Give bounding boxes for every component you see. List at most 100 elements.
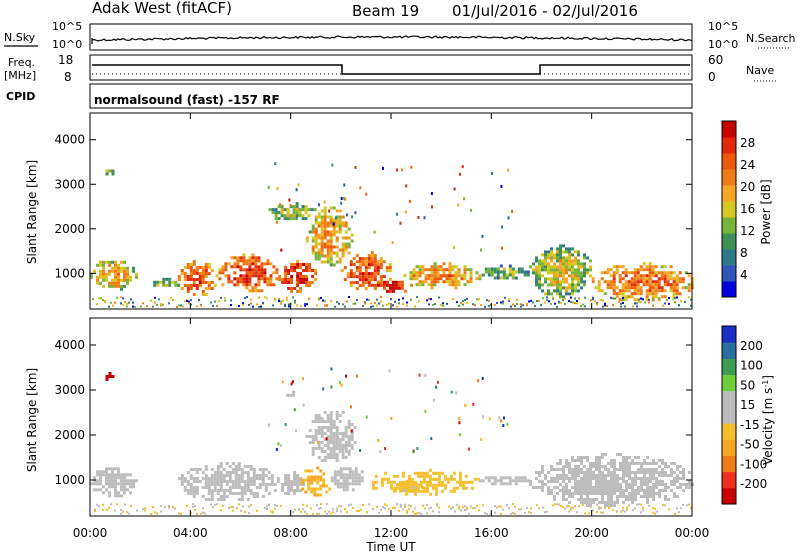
scatter-cell — [320, 417, 324, 420]
scatter-cell — [672, 286, 676, 290]
scatter-cell — [242, 505, 244, 508]
scatter-cell — [511, 209, 514, 213]
scatter-cell — [335, 245, 339, 249]
scatter-cell — [589, 504, 592, 507]
scatter-cell — [510, 512, 512, 515]
scatter-cell — [652, 477, 655, 480]
scatter-cell — [547, 253, 550, 257]
scatter-cell — [388, 263, 392, 267]
scatter-cell — [512, 503, 514, 505]
scatter-cell — [192, 293, 196, 296]
scatter-cell — [90, 275, 93, 279]
scatter-cell — [547, 489, 550, 492]
scatter-cell — [594, 286, 598, 290]
scatter-cell — [264, 486, 268, 489]
scatter-cell — [657, 277, 661, 281]
scatter-cell — [350, 432, 354, 435]
scatter-cell — [390, 416, 393, 420]
scatter-cell — [655, 480, 658, 483]
scatter-cell — [336, 301, 338, 303]
scatter-cell — [675, 280, 679, 284]
scatter-cell — [562, 274, 565, 278]
scatter-cell — [216, 468, 220, 471]
scatter-cell — [419, 489, 423, 493]
scatter-cell — [571, 471, 574, 474]
scatter-cell — [486, 512, 488, 515]
scatter-cell — [643, 459, 646, 462]
scatter-cell — [340, 197, 343, 201]
scatter-cell — [627, 271, 631, 275]
scatter-cell — [296, 474, 300, 477]
scatter-cell — [246, 489, 250, 492]
scatter-cell — [204, 474, 208, 477]
scatter-cell — [577, 277, 580, 281]
scatter-cell — [449, 477, 453, 481]
scatter-cell — [574, 468, 577, 471]
scatter-cell — [568, 283, 571, 287]
scatter-cell — [204, 468, 208, 471]
scatter-cell — [310, 487, 314, 491]
scatter-cell — [126, 269, 129, 273]
scatter-cell — [535, 277, 538, 281]
scatter-cell — [565, 250, 568, 254]
scatter-cell — [180, 272, 184, 275]
scatter-cell — [326, 303, 328, 306]
scatter-cell — [408, 199, 411, 203]
scatter-cell — [577, 498, 580, 501]
scatter-cell — [257, 274, 261, 278]
scatter-cell — [284, 303, 286, 306]
scatter-cell — [168, 302, 170, 305]
scatter-cell — [559, 250, 562, 254]
scatter-cell — [523, 270, 527, 274]
scatter-cell — [422, 486, 426, 490]
scatter-cell — [580, 477, 583, 480]
scatter-cell — [189, 489, 193, 492]
scatter-cell — [598, 474, 601, 477]
scatter-cell — [264, 506, 266, 509]
scatter-cell — [682, 471, 685, 474]
scatter-cell — [638, 301, 640, 303]
scatter-cell — [401, 168, 404, 172]
scatter-cell — [320, 435, 324, 438]
scatter-cell — [598, 456, 601, 459]
scatter-cell — [228, 474, 232, 477]
scatter-cell — [196, 512, 198, 515]
scatter-cell — [365, 415, 368, 419]
scatter-cell — [240, 477, 244, 480]
scatter-cell — [580, 456, 583, 459]
scatter-cell — [622, 489, 625, 492]
scatter-cell — [544, 301, 546, 304]
scatter-cell — [225, 489, 229, 492]
scatter-cell — [621, 298, 625, 302]
scatter-cell — [320, 209, 324, 213]
scatter-cell — [236, 280, 240, 284]
scatter-cell — [674, 301, 676, 304]
scatter-cell — [314, 227, 318, 231]
scatter-cell — [371, 483, 375, 487]
scatter-cell — [165, 277, 169, 281]
scatter-cell — [663, 274, 667, 278]
scatter-cell — [290, 382, 293, 386]
scatter-cell — [132, 485, 135, 489]
scatter-cell — [616, 480, 619, 483]
scatter-cell — [260, 277, 264, 281]
scatter-cell — [297, 183, 300, 187]
scatter-cell — [496, 506, 498, 509]
scatter-cell — [293, 266, 297, 269]
scatter-cell — [293, 408, 296, 412]
scatter-cell — [568, 468, 571, 471]
scatter-cell — [568, 286, 571, 290]
scatter-cell — [222, 495, 226, 498]
scatter-cell — [371, 480, 375, 484]
scatter-cell — [568, 265, 571, 269]
scatter-cell — [505, 482, 509, 486]
scatter-cell — [622, 471, 625, 474]
scatter-cell — [684, 286, 688, 290]
scatter-cell — [633, 283, 637, 287]
scatter-cell — [329, 423, 333, 426]
scatter-cell — [312, 512, 314, 515]
scatter-cell — [538, 486, 541, 489]
scatter-cell — [123, 488, 126, 492]
scatter-cell — [320, 296, 322, 299]
scatter-cell — [565, 286, 568, 290]
